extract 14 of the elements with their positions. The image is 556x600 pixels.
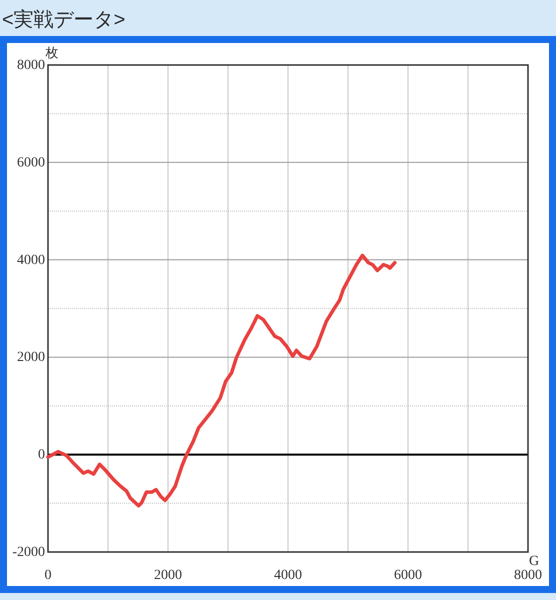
x-axis-title: G xyxy=(528,554,540,569)
y-axis-title: 枚 xyxy=(44,45,58,60)
x-tick-label: 6000 xyxy=(394,568,422,583)
y-tick-label: 2000 xyxy=(17,350,45,366)
y-tick-label: 4000 xyxy=(17,252,45,268)
x-tick-label: 8000 xyxy=(514,568,542,583)
y-tick-label: -2000 xyxy=(12,545,45,560)
chart-title: <実戦データ> xyxy=(2,8,126,31)
x-tick-label: 4000 xyxy=(274,568,302,583)
line-series xyxy=(46,254,397,508)
y-tick-label: 8000 xyxy=(17,58,45,73)
y-tick-label: 6000 xyxy=(17,155,45,170)
x-tick-label: 2000 xyxy=(154,568,182,583)
y-tick-label: 0 xyxy=(38,448,45,463)
